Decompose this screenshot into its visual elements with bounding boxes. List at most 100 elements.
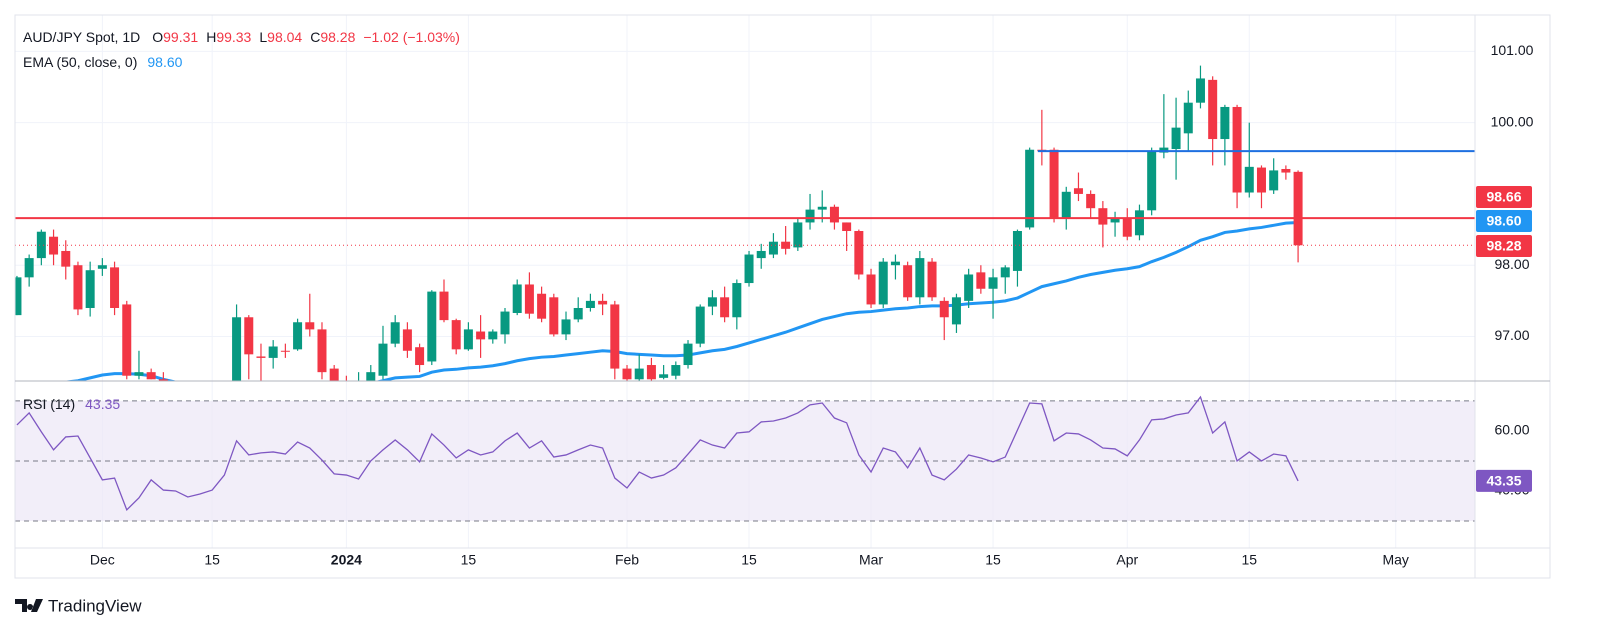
ohlc-value: 99.33 (216, 29, 251, 45)
rsi-value: 43.35 (85, 396, 120, 412)
rsi-legend: RSI (14) 43.35 (23, 396, 120, 412)
candle-body (73, 265, 83, 310)
candle-body (964, 274, 974, 301)
ohlc-value: 98.28 (320, 29, 355, 45)
candle-body (585, 300, 595, 308)
candle-body (36, 231, 46, 259)
candle-body (244, 317, 254, 355)
candle-body (146, 372, 156, 380)
candle-body (854, 231, 864, 275)
candle-body (1147, 151, 1157, 211)
x-tick-label: May (1382, 552, 1408, 568)
x-tick-label: Apr (1116, 552, 1138, 568)
candle-body (756, 250, 766, 259)
candle-body (378, 343, 388, 376)
candle-body (49, 236, 59, 255)
last-price-label-box (1476, 235, 1532, 257)
candle-body (232, 317, 242, 381)
candle-body (927, 261, 937, 298)
ohlc-letter: H (206, 29, 216, 45)
candle-body (866, 274, 876, 305)
x-tick-label: 2024 (331, 552, 362, 568)
candle-body (329, 368, 339, 381)
candle-body (415, 347, 425, 366)
candle-body (305, 322, 315, 330)
brand-logo: TradingView (15, 596, 142, 615)
ema-line (63, 220, 1299, 381)
candle-body (976, 272, 986, 289)
ohlc-letter: O (152, 29, 163, 45)
ema-legend: EMA (50, close, 0) 98.60 (23, 54, 183, 70)
candle-body (512, 284, 522, 313)
logo-icon (15, 599, 43, 612)
symbol-header: AUD/JPY Spot, 1D O99.31 H99.33 L98.04 C98.28… (23, 29, 460, 45)
candle-body (634, 368, 644, 380)
candle-body (549, 297, 559, 335)
price-pane (15, 65, 1475, 381)
candle-body (622, 368, 632, 380)
candle-body (500, 311, 510, 335)
candle-body (1183, 102, 1193, 134)
ohlc-letter: L (259, 29, 267, 45)
candle-body (1256, 167, 1266, 193)
candle-body (1061, 191, 1071, 218)
rsi-line (16, 395, 1299, 512)
candle-body (524, 284, 534, 314)
candle-body (366, 372, 376, 381)
candle-body (1293, 171, 1303, 246)
candle-body (671, 365, 681, 376)
candle-body (951, 297, 961, 325)
x-tick-label: Feb (615, 552, 639, 568)
y-tick-label: 100.00 (1491, 113, 1534, 129)
candle-body (1195, 78, 1205, 103)
candle-body (158, 379, 168, 381)
candle-body (280, 350, 290, 352)
candle-body (817, 206, 827, 210)
x-tick-label: 15 (461, 552, 477, 568)
candle-body (85, 270, 95, 308)
candle-body (439, 291, 449, 321)
candle-body (15, 277, 22, 316)
ohlc-letter: C (310, 29, 320, 45)
candle-body (1134, 210, 1144, 236)
candle-body (561, 319, 571, 335)
candle-body (317, 329, 327, 373)
candle-body (805, 209, 815, 223)
axes: Dec 15 2024 15 Feb 15 Mar 15 Apr 15 May 97.00 98.00 1… (90, 42, 1534, 568)
candle-body (890, 261, 900, 266)
candle-body (97, 265, 107, 269)
candle-body (537, 293, 547, 319)
candle-body (488, 331, 498, 340)
candle-body (1232, 106, 1242, 193)
candle-body (939, 300, 949, 318)
level-label-text: 98.66 (1486, 189, 1521, 205)
candle-body (610, 304, 620, 369)
candle-body (293, 322, 303, 350)
candle-body (1208, 79, 1218, 140)
last-price-label-text: 98.28 (1486, 238, 1521, 254)
candle-body (61, 250, 71, 267)
candle-body (646, 365, 656, 380)
ema-name: EMA (50, close, 0) (23, 54, 137, 70)
ohlc-value: 99.31 (163, 29, 198, 45)
candle-body (1073, 188, 1083, 194)
rsi-value-label-text: 43.35 (1486, 473, 1521, 489)
ohlc-value: 98.04 (267, 29, 302, 45)
candle-body (1110, 218, 1120, 223)
candle-body (793, 222, 803, 248)
frame (14, 14, 1551, 579)
candle-body (1012, 231, 1022, 271)
ema-label-box (1476, 210, 1532, 232)
candle-body (878, 261, 888, 305)
level-label-box (1476, 186, 1532, 208)
candle-body (829, 206, 839, 223)
candle-body (732, 283, 742, 318)
candle-body (915, 258, 925, 298)
candle-body (1098, 208, 1108, 225)
candle-body (842, 222, 852, 232)
candle-body (1000, 267, 1010, 278)
candle-body (463, 329, 473, 350)
candle-body (24, 258, 34, 278)
